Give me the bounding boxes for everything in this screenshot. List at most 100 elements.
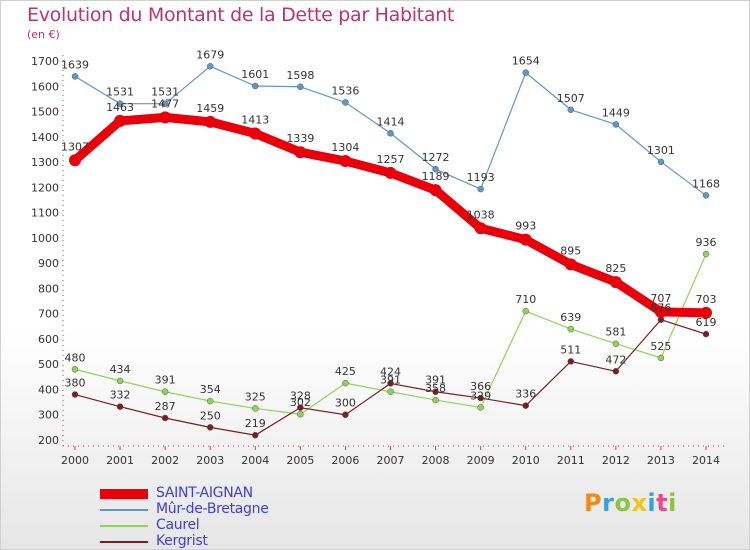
chart-title: Evolution du Montant de la Dette par Hab…	[27, 4, 455, 26]
legend-swatch	[100, 541, 148, 543]
data-point-saint-aignan	[339, 155, 352, 168]
data-point-m-r-de-bretagne	[657, 158, 665, 166]
data-point-caurel	[71, 366, 79, 373]
x-tick-label: 2007	[377, 454, 405, 467]
data-label-kergrist: 287	[155, 400, 176, 413]
y-tick-label: 700	[38, 308, 59, 321]
data-label-saint-aignan: 1257	[377, 153, 405, 166]
data-point-saint-aignan	[114, 114, 127, 127]
data-point-caurel	[297, 410, 304, 418]
y-tick-label: 1600	[31, 80, 59, 93]
x-tick-label: 2001	[106, 454, 134, 467]
data-label-kergrist: 619	[696, 316, 717, 329]
data-label-m-r-de-bretagne: 1414	[377, 115, 405, 128]
data-label-m-r-de-bretagne: 1598	[286, 69, 314, 82]
legend-swatch	[100, 489, 148, 499]
data-label-saint-aignan: 825	[605, 262, 626, 275]
data-point-caurel	[116, 377, 124, 385]
y-tick-label: 300	[38, 409, 59, 422]
y-tick-label: 1100	[31, 207, 59, 220]
y-tick-label: 200	[38, 434, 59, 447]
y-tick-label: 1500	[31, 106, 59, 119]
x-tick-label: 2014	[692, 454, 720, 467]
data-point-caurel	[612, 340, 620, 347]
data-point-kergrist	[161, 414, 169, 422]
data-point-m-r-de-bretagne	[612, 121, 620, 128]
data-point-caurel	[387, 388, 394, 395]
data-point-caurel	[252, 405, 259, 412]
data-point-m-r-de-bretagne	[567, 106, 575, 114]
data-label-saint-aignan: 1463	[106, 101, 134, 114]
x-tick-label: 2002	[151, 454, 179, 467]
data-point-m-r-de-bretagne	[702, 192, 710, 199]
data-point-m-r-de-bretagne	[71, 73, 79, 80]
x-tick-label: 2012	[602, 454, 630, 467]
data-label-caurel: 425	[335, 365, 356, 378]
data-point-kergrist	[71, 391, 79, 398]
data-label-kergrist: 328	[290, 390, 311, 403]
x-tick-label: 2005	[286, 454, 314, 467]
data-point-kergrist	[612, 368, 620, 375]
data-point-caurel	[522, 307, 529, 315]
data-label-caurel: 358	[425, 382, 446, 395]
data-point-kergrist	[116, 403, 124, 410]
data-point-saint-aignan	[654, 305, 667, 318]
data-label-caurel: 325	[245, 390, 266, 403]
data-point-saint-aignan	[384, 166, 397, 179]
data-point-saint-aignan	[69, 154, 81, 167]
data-label-caurel: 480	[65, 351, 86, 364]
data-point-saint-aignan	[609, 276, 622, 289]
data-label-saint-aignan: 703	[696, 293, 717, 306]
data-point-saint-aignan	[159, 111, 172, 124]
data-label-kergrist: 250	[200, 409, 221, 422]
data-label-m-r-de-bretagne: 1449	[602, 106, 630, 119]
data-point-kergrist	[252, 431, 259, 439]
data-label-m-r-de-bretagne: 1507	[557, 92, 585, 105]
data-point-caurel	[206, 397, 214, 405]
data-label-saint-aignan: 993	[515, 220, 536, 233]
y-tick-label: 900	[38, 257, 59, 270]
data-label-kergrist: 424	[380, 365, 401, 378]
y-tick-label: 1000	[31, 232, 59, 245]
data-label-caurel: 639	[560, 311, 581, 324]
data-label-m-r-de-bretagne: 1168	[692, 177, 720, 190]
y-tick-label: 1700	[31, 55, 59, 68]
data-label-caurel: 354	[200, 383, 221, 396]
legend-label: Mûr-de-Bretagne	[156, 501, 269, 517]
data-label-saint-aignan: 1038	[467, 208, 495, 221]
data-point-kergrist	[206, 424, 214, 431]
data-label-kergrist: 391	[425, 374, 446, 387]
data-label-kergrist: 336	[515, 388, 536, 401]
data-label-kergrist: 332	[110, 389, 131, 402]
data-point-saint-aignan	[474, 222, 487, 235]
chart-unit-label: (en €)	[27, 28, 60, 41]
data-label-m-r-de-bretagne: 1654	[512, 55, 540, 68]
data-point-m-r-de-bretagne	[116, 100, 124, 107]
data-label-kergrist: 300	[335, 397, 356, 410]
data-point-m-r-de-bretagne	[206, 63, 214, 70]
data-label-saint-aignan: 1413	[241, 114, 269, 127]
data-point-kergrist	[342, 411, 349, 418]
y-tick-label: 1400	[31, 131, 59, 144]
x-tick-label: 2009	[467, 454, 495, 467]
data-point-caurel	[432, 396, 439, 404]
data-point-caurel	[342, 379, 349, 387]
data-label-m-r-de-bretagne: 1531	[106, 86, 134, 99]
data-point-kergrist	[387, 380, 394, 387]
data-label-caurel: 581	[605, 326, 626, 339]
data-point-kergrist	[702, 330, 710, 338]
x-tick-label: 2006	[331, 454, 359, 467]
data-label-m-r-de-bretagne: 1531	[151, 86, 179, 99]
data-point-saint-aignan	[429, 184, 442, 197]
data-label-kergrist: 676	[650, 302, 671, 315]
data-point-caurel	[477, 404, 484, 411]
data-label-m-r-de-bretagne: 1536	[331, 84, 359, 97]
data-label-caurel: 936	[696, 236, 717, 249]
legend-swatch	[100, 509, 148, 511]
data-point-kergrist	[432, 388, 439, 395]
x-tick-label: 2008	[422, 454, 450, 467]
data-point-m-r-de-bretagne	[297, 83, 304, 91]
data-label-caurel: 391	[155, 374, 176, 387]
data-label-caurel: 302	[290, 396, 311, 409]
